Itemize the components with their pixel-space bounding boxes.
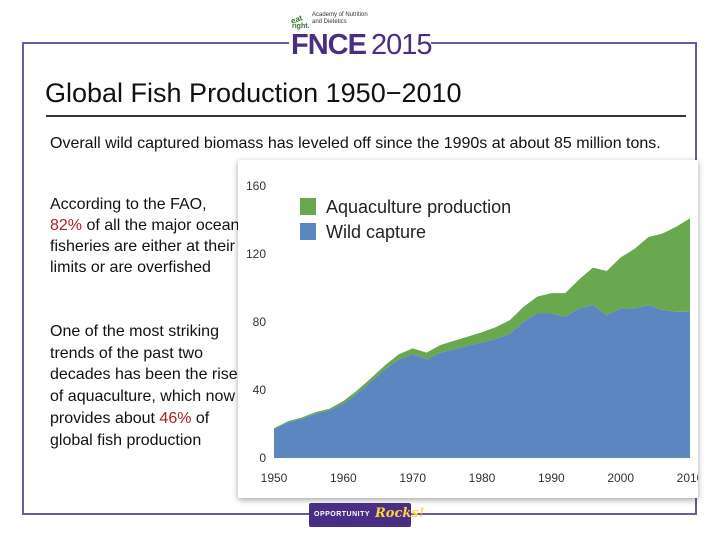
legend-label: Aquaculture production [326, 197, 511, 217]
x-tick-label: 2000 [607, 471, 634, 485]
legend-swatch [300, 223, 316, 240]
series-area-aquaculture [274, 218, 690, 430]
trend-text-2: of global fish production [50, 409, 210, 449]
x-tick-label: 1970 [399, 471, 426, 485]
fao-percent: 82% [50, 217, 83, 234]
legend-label: Wild capture [326, 222, 426, 242]
fnce-logo: eat right. Academy of Nutrition and Diet… [289, 10, 433, 62]
logo-year: 2015 [371, 29, 433, 61]
slide-title: Global Fish Production 1950−2010 [45, 78, 462, 108]
logo-academy: Academy of Nutrition and Dietetics [312, 12, 368, 25]
fao-paragraph: According to the FAO, 82% of all the maj… [50, 194, 240, 278]
title-divider [46, 115, 686, 117]
logo-fnce: FNCE [291, 29, 367, 61]
legend-swatch [300, 198, 316, 215]
logo-right: right. [292, 23, 310, 30]
y-tick-label: 0 [259, 451, 266, 465]
x-tick-label: 2010 [677, 471, 698, 485]
footer-opportunity: OPPORTUNITY [314, 511, 371, 518]
fao-text-2: of all the major ocean fisheries are eit… [50, 217, 240, 276]
x-tick-label: 1980 [469, 471, 496, 485]
fao-text-1: According to the FAO, [50, 196, 207, 213]
y-tick-label: 80 [253, 315, 267, 329]
chart-svg: 0 40 80 120 160 1950 1960 1970 1980 1990 2000 2010 A… [246, 179, 698, 485]
x-tick-label: 1990 [538, 471, 565, 485]
trend-paragraph: One of the most striking trends of the p… [50, 321, 240, 451]
trend-percent: 46% [159, 409, 192, 427]
x-tick-label: 1960 [330, 471, 357, 485]
trend-text-1: One of the most striking trends of the p… [50, 323, 238, 427]
intro-text: Overall wild captured biomass has levele… [50, 135, 661, 152]
y-tick-label: 120 [246, 247, 266, 261]
y-tick-label: 160 [246, 179, 266, 193]
fish-production-chart: 0 40 80 120 160 1950 1960 1970 1980 1990 2000 2010 A… [238, 160, 698, 498]
series-area-wild-capture [274, 305, 690, 458]
x-tick-label: 1950 [261, 471, 288, 485]
y-tick-label: 40 [253, 383, 267, 397]
opportunity-rocks-badge: OPPORTUNITY Rocks! [309, 503, 424, 527]
footer-rocks: Rocks! [375, 506, 425, 521]
